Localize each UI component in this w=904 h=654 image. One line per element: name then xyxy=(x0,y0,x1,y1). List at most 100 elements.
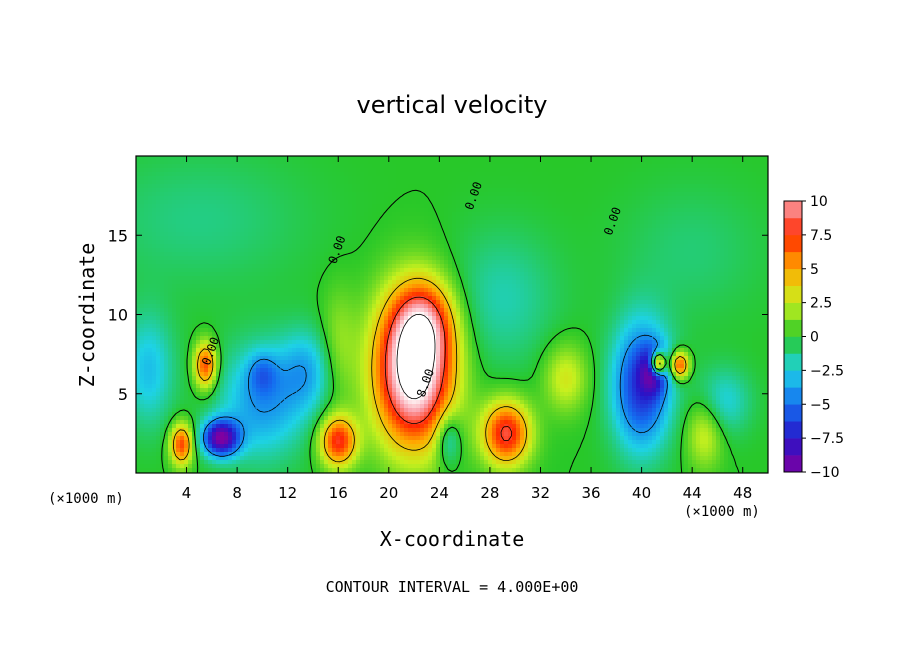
field-cell xyxy=(752,192,757,197)
field-cell xyxy=(512,244,517,249)
field-cell xyxy=(180,280,185,285)
field-cell xyxy=(532,212,537,217)
field-cell xyxy=(248,224,253,229)
field-cell xyxy=(540,232,545,237)
field-cell xyxy=(320,156,325,161)
field-cell xyxy=(680,196,685,201)
field-cell xyxy=(760,208,765,213)
field-cell xyxy=(420,216,425,221)
field-cell xyxy=(652,240,657,245)
field-cell xyxy=(176,208,181,213)
field-cell xyxy=(356,236,361,241)
field-cell xyxy=(736,188,741,193)
field-cell xyxy=(468,236,473,241)
field-cell xyxy=(180,188,185,193)
field-cell xyxy=(500,168,505,173)
field-cell xyxy=(480,180,485,185)
field-cell xyxy=(200,272,205,277)
field-cell xyxy=(748,232,753,237)
field-cell xyxy=(628,160,633,165)
field-cell xyxy=(372,260,377,265)
field-cell xyxy=(592,168,597,173)
field-cell xyxy=(152,168,157,173)
field-cell xyxy=(700,172,705,177)
field-cell xyxy=(212,156,217,161)
field-cell xyxy=(188,248,193,253)
field-cell xyxy=(208,256,213,261)
field-cell xyxy=(136,196,141,201)
field-cell xyxy=(512,224,517,229)
field-cell xyxy=(200,172,205,177)
field-cell xyxy=(700,216,705,221)
field-cell xyxy=(232,196,237,201)
field-cell xyxy=(216,200,221,205)
field-cell xyxy=(324,160,329,165)
field-cell xyxy=(140,208,145,213)
field-cell xyxy=(528,272,533,277)
field-cell xyxy=(608,240,613,245)
field-cell xyxy=(628,268,633,273)
field-cell xyxy=(176,172,181,177)
field-cell xyxy=(588,164,593,169)
field-cell xyxy=(268,208,273,213)
field-cell xyxy=(608,176,613,181)
field-cell xyxy=(420,172,425,177)
field-cell xyxy=(232,264,237,269)
field-cell xyxy=(628,220,633,225)
field-cell xyxy=(240,156,245,161)
field-cell xyxy=(236,164,241,169)
field-cell xyxy=(700,272,705,277)
field-cell xyxy=(364,212,369,217)
field-cell xyxy=(300,248,305,253)
field-cell xyxy=(564,240,569,245)
field-cell xyxy=(520,240,525,245)
field-cell xyxy=(424,212,429,217)
field-cell xyxy=(296,156,301,161)
field-cell xyxy=(500,244,505,249)
field-cell xyxy=(588,260,593,265)
field-cell xyxy=(652,216,657,221)
field-cell xyxy=(672,256,677,261)
field-cell xyxy=(340,172,345,177)
field-cell xyxy=(176,212,181,217)
field-cell xyxy=(668,248,673,253)
field-cell xyxy=(748,192,753,197)
field-cell xyxy=(228,204,233,209)
field-cell xyxy=(344,188,349,193)
field-cell xyxy=(516,228,521,233)
field-cell xyxy=(520,224,525,229)
field-cell xyxy=(136,224,141,229)
field-cell xyxy=(480,204,485,209)
field-cell xyxy=(516,160,521,165)
field-cell xyxy=(640,268,645,273)
field-cell xyxy=(708,164,713,169)
field-cell xyxy=(184,164,189,169)
field-cell xyxy=(212,216,217,221)
field-cell xyxy=(180,172,185,177)
field-cell xyxy=(476,212,481,217)
field-cell xyxy=(436,160,441,165)
field-cell xyxy=(380,236,385,241)
field-cell xyxy=(400,208,405,213)
field-cell xyxy=(184,232,189,237)
field-cell xyxy=(744,176,749,181)
field-cell xyxy=(288,172,293,177)
field-cell xyxy=(760,180,765,185)
field-cell xyxy=(548,264,553,269)
field-cell xyxy=(760,164,765,169)
field-cell xyxy=(744,188,749,193)
field-cell xyxy=(176,240,181,245)
field-cell xyxy=(232,156,237,161)
field-cell xyxy=(148,180,153,185)
field-cell xyxy=(404,264,409,269)
field-cell xyxy=(696,260,701,265)
field-cell xyxy=(200,280,205,285)
field-cell xyxy=(476,192,481,197)
field-cell xyxy=(568,260,573,265)
field-cell xyxy=(312,240,317,245)
field-cell xyxy=(172,280,177,285)
field-cell xyxy=(676,252,681,257)
field-cell xyxy=(680,168,685,173)
field-cell xyxy=(484,168,489,173)
field-cell xyxy=(208,248,213,253)
